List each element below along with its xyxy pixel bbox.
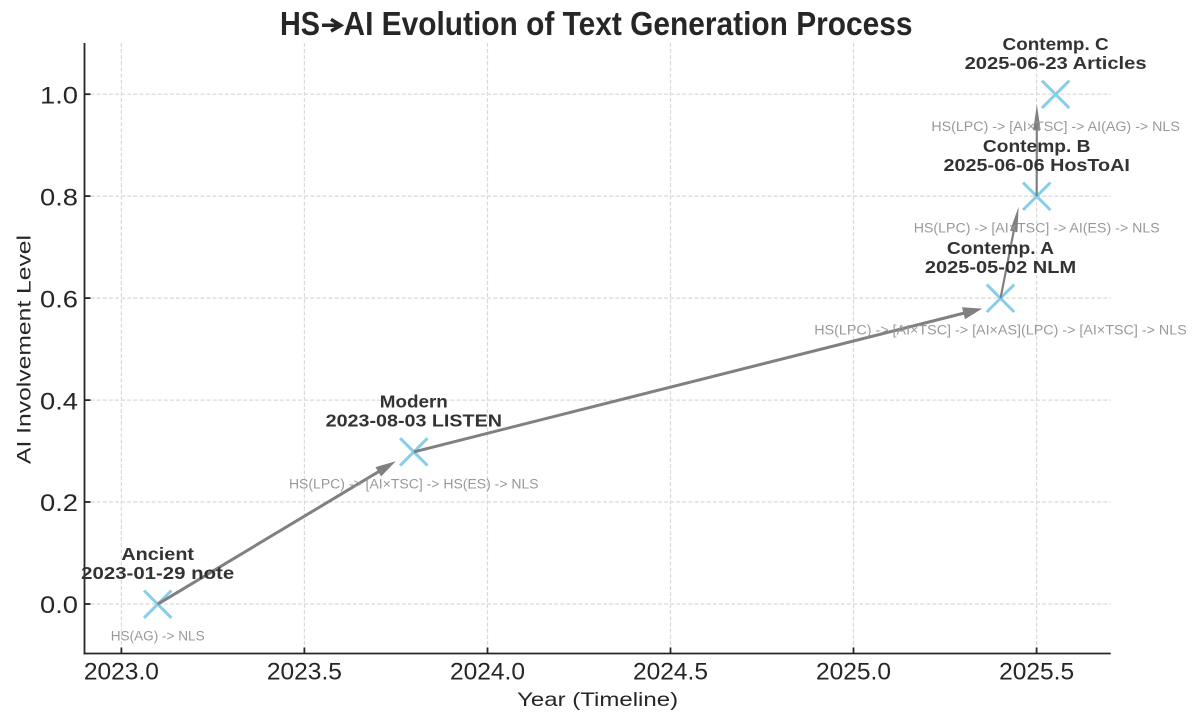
svg-text:2025-06-06 HosToAI: 2025-06-06 HosToAI [944,155,1130,175]
svg-text:2023-01-29 note: 2023-01-29 note [81,563,234,583]
svg-text:Modern: Modern [380,392,448,412]
svg-text:2025.5: 2025.5 [999,659,1074,685]
svg-text:0.6: 0.6 [40,287,78,313]
svg-text:0.8: 0.8 [40,185,78,211]
svg-text:HS(LPC) -> [AI×TSC] -> HS(ES): HS(LPC) -> [AI×TSC] -> HS(ES) -> NLS [289,476,539,492]
svg-text:Year (Timeline): Year (Timeline) [517,689,678,711]
svg-text:0.0: 0.0 [40,593,78,619]
svg-text:2023.5: 2023.5 [267,659,342,685]
svg-text:2023-08-03 LISTEN: 2023-08-03 LISTEN [326,411,502,431]
svg-text:2025-05-02 NLM: 2025-05-02 NLM [925,257,1076,277]
svg-text:HS(LPC) -> [AI×TSC] -> AI(AG): HS(LPC) -> [AI×TSC] -> AI(AG) -> NLS [931,119,1180,135]
svg-text:Ancient: Ancient [121,544,194,564]
svg-text:AI Evolution of Text Generatio: AI Evolution of Text Generation Process [344,6,913,43]
svg-text:Contemp. C: Contemp. C [1003,34,1109,54]
svg-text:2023.0: 2023.0 [84,659,159,685]
svg-text:Contemp. B: Contemp. B [983,136,1091,156]
svg-text:HS: HS [280,6,320,43]
svg-text:2025.0: 2025.0 [816,659,891,685]
svg-text:0.2: 0.2 [40,491,78,517]
svg-text:HS(LPC) -> [AI×TSC] -> AI(ES): HS(LPC) -> [AI×TSC] -> AI(ES) -> NLS [914,221,1160,237]
svg-text:1.0: 1.0 [40,83,78,109]
svg-text:AI Involvement Level: AI Involvement Level [14,235,36,464]
svg-text:2025-06-23 Articles: 2025-06-23 Articles [965,53,1147,73]
svg-text:HS(AG) -> NLS: HS(AG) -> NLS [111,629,205,645]
svg-text:HS(LPC) -> [AI×TSC] -> [AI×AS]: HS(LPC) -> [AI×TSC] -> [AI×AS](LPC) -> [… [814,323,1187,339]
svg-text:0.4: 0.4 [40,389,78,415]
svg-text:2024.5: 2024.5 [633,659,708,685]
svg-text:2024.0: 2024.0 [450,659,525,685]
svg-text:Contemp. A: Contemp. A [947,238,1054,258]
